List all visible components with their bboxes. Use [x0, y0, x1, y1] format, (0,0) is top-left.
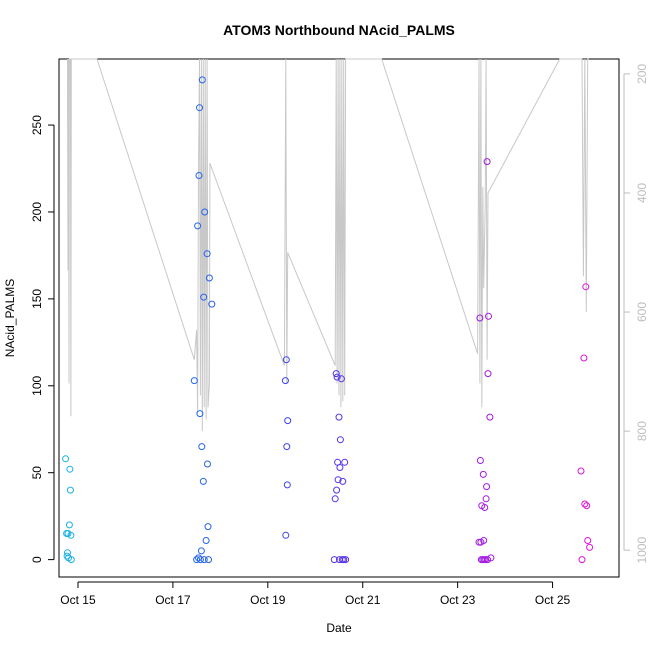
- data-point: [66, 465, 74, 473]
- data-point: [475, 538, 483, 546]
- data-point: [197, 547, 205, 555]
- x-tick-label: Oct 19: [250, 593, 286, 607]
- x-tick-label: Oct 17: [155, 593, 191, 607]
- data-point: [340, 556, 348, 564]
- data-point: [190, 377, 198, 385]
- data-point: [337, 375, 345, 383]
- x-tick-label: Oct 21: [345, 593, 381, 607]
- data-point: [282, 531, 290, 539]
- data-point: [484, 556, 491, 564]
- y-tick-label: 200: [30, 202, 44, 222]
- data-point: [577, 467, 585, 475]
- x-tick-label: Oct 25: [535, 593, 571, 607]
- data-point: [335, 413, 343, 421]
- data-point: [336, 464, 344, 471]
- data-point: [284, 417, 292, 425]
- data-point: [580, 354, 588, 362]
- y2-tick-label: 400: [635, 183, 649, 203]
- data-point: [203, 250, 211, 258]
- data-point: [476, 457, 484, 464]
- data-point: [482, 495, 490, 503]
- data-point: [65, 521, 73, 529]
- data-point: [64, 549, 71, 557]
- plot-frame: [58, 58, 620, 578]
- data-point: [66, 486, 74, 494]
- y2-tick-label: 600: [635, 302, 649, 322]
- data-point: [484, 370, 492, 378]
- data-point: [342, 556, 350, 564]
- data-point: [333, 373, 341, 381]
- data-point: [62, 455, 70, 463]
- data-point: [204, 523, 212, 531]
- data-point: [208, 300, 216, 308]
- y-tick-label: 100: [30, 375, 44, 395]
- data-point: [479, 470, 487, 478]
- data-point: [330, 556, 338, 564]
- data-point: [332, 370, 340, 378]
- altitude-line-layer: [67, 58, 589, 432]
- data-point: [584, 537, 592, 544]
- y-tick-label: 50: [30, 466, 44, 480]
- data-point: [204, 460, 211, 468]
- data-point: [63, 552, 71, 560]
- data-point: [205, 556, 212, 564]
- data-point: [582, 283, 590, 291]
- altitude-line: [67, 58, 589, 432]
- data-point: [476, 314, 484, 322]
- data-point: [67, 556, 75, 564]
- data-point: [480, 537, 488, 544]
- data-point: [339, 477, 347, 485]
- data-point: [283, 443, 291, 451]
- data-point: [483, 158, 491, 166]
- data-point: [196, 104, 203, 112]
- data-point: [205, 274, 213, 282]
- data-point: [483, 483, 491, 491]
- data-point: [195, 172, 203, 179]
- data-point: [578, 556, 586, 564]
- data-point: [198, 76, 206, 84]
- data-point: [331, 495, 339, 503]
- data-point: [334, 476, 342, 484]
- data-point: [196, 556, 204, 564]
- data-point: [481, 504, 489, 511]
- y-tick-label: 0: [30, 556, 44, 563]
- data-point: [341, 458, 349, 466]
- data-point: [200, 556, 208, 564]
- y2-tick-label: 200: [635, 64, 649, 84]
- y-axis-label: NAcid_PALMS: [3, 279, 17, 357]
- data-point: [198, 443, 206, 451]
- data-points-layer: [62, 76, 594, 564]
- data-point: [281, 377, 289, 385]
- data-point: [485, 312, 492, 320]
- x-axis: Oct 15 Oct 17 Oct 19 Oct 21 Oct 23 Oct 25: [60, 581, 571, 607]
- data-point: [283, 481, 291, 489]
- chart-title: ATOM3 Northbound NAcid_PALMS: [223, 22, 455, 38]
- data-point: [486, 413, 494, 421]
- data-point: [282, 356, 290, 364]
- data-point: [581, 500, 589, 508]
- x-tick-label: Oct 23: [440, 593, 476, 607]
- secondary-y-axis: 200 400 600 800 1000: [623, 64, 649, 564]
- data-point: [336, 436, 344, 444]
- data-point: [201, 208, 209, 216]
- y2-tick-label: 800: [635, 421, 649, 441]
- y-axis: 0 50 100 150 200 250: [30, 115, 55, 563]
- data-point: [199, 477, 207, 485]
- x-tick-label: Oct 15: [60, 593, 96, 607]
- data-point: [194, 222, 202, 230]
- x-axis-label: Date: [326, 621, 352, 635]
- data-point: [487, 554, 495, 562]
- data-point: [583, 502, 591, 510]
- y2-tick-label: 1000: [635, 537, 649, 564]
- y-tick-label: 150: [30, 289, 44, 309]
- data-point: [67, 531, 75, 539]
- y-tick-label: 250: [30, 115, 44, 135]
- data-point: [196, 410, 204, 418]
- data-point: [200, 293, 208, 301]
- data-point: [193, 556, 201, 564]
- data-point: [586, 543, 594, 551]
- data-point: [333, 486, 341, 494]
- data-point: [202, 537, 210, 544]
